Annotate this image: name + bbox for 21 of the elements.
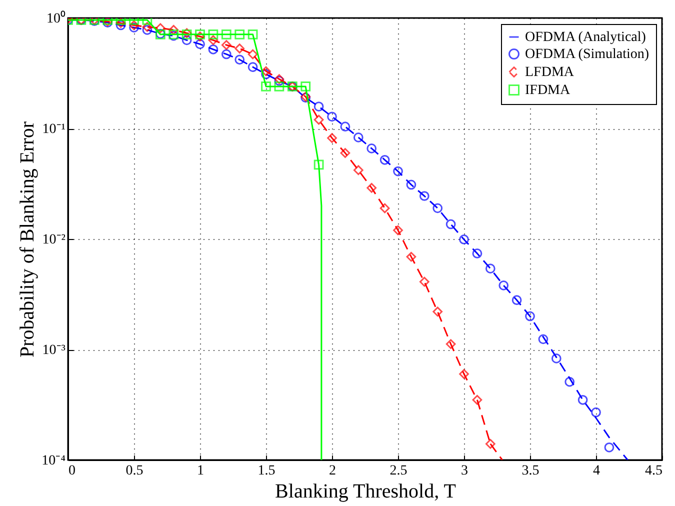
x-tick-label: 4.5 xyxy=(645,464,662,478)
y-tick-label: 10⁻⁴ xyxy=(42,454,66,468)
y-tick-label: 10⁻² xyxy=(42,232,66,248)
x-tick-label: 1.5 xyxy=(258,464,276,478)
legend-label: OFDMA (Simulation) xyxy=(525,47,650,62)
x-axis-title: Blanking Threshold, T xyxy=(275,480,456,502)
legend-label: IFDMA xyxy=(525,83,572,98)
x-tick-label: 0 xyxy=(68,464,76,478)
x-tick-label: 4 xyxy=(593,464,600,478)
legend-label: LFDMA xyxy=(525,65,575,80)
x-tick-label: 2 xyxy=(329,464,336,478)
x-tick-label: 3.5 xyxy=(522,464,540,478)
legend-label: OFDMA (Analytical) xyxy=(525,30,646,45)
y-tick-label: 10⁰ xyxy=(46,10,66,26)
x-tick-label: 1 xyxy=(197,464,204,478)
x-tick-label: 0.5 xyxy=(126,464,144,478)
y-tick-label: 10⁻³ xyxy=(42,343,66,358)
x-tick-label: 3 xyxy=(461,464,468,478)
y-axis-title: Probability of Blanking Error xyxy=(16,121,39,358)
x-tick-label: 2.5 xyxy=(390,464,408,478)
y-tick-label: 10⁻¹ xyxy=(42,122,66,137)
